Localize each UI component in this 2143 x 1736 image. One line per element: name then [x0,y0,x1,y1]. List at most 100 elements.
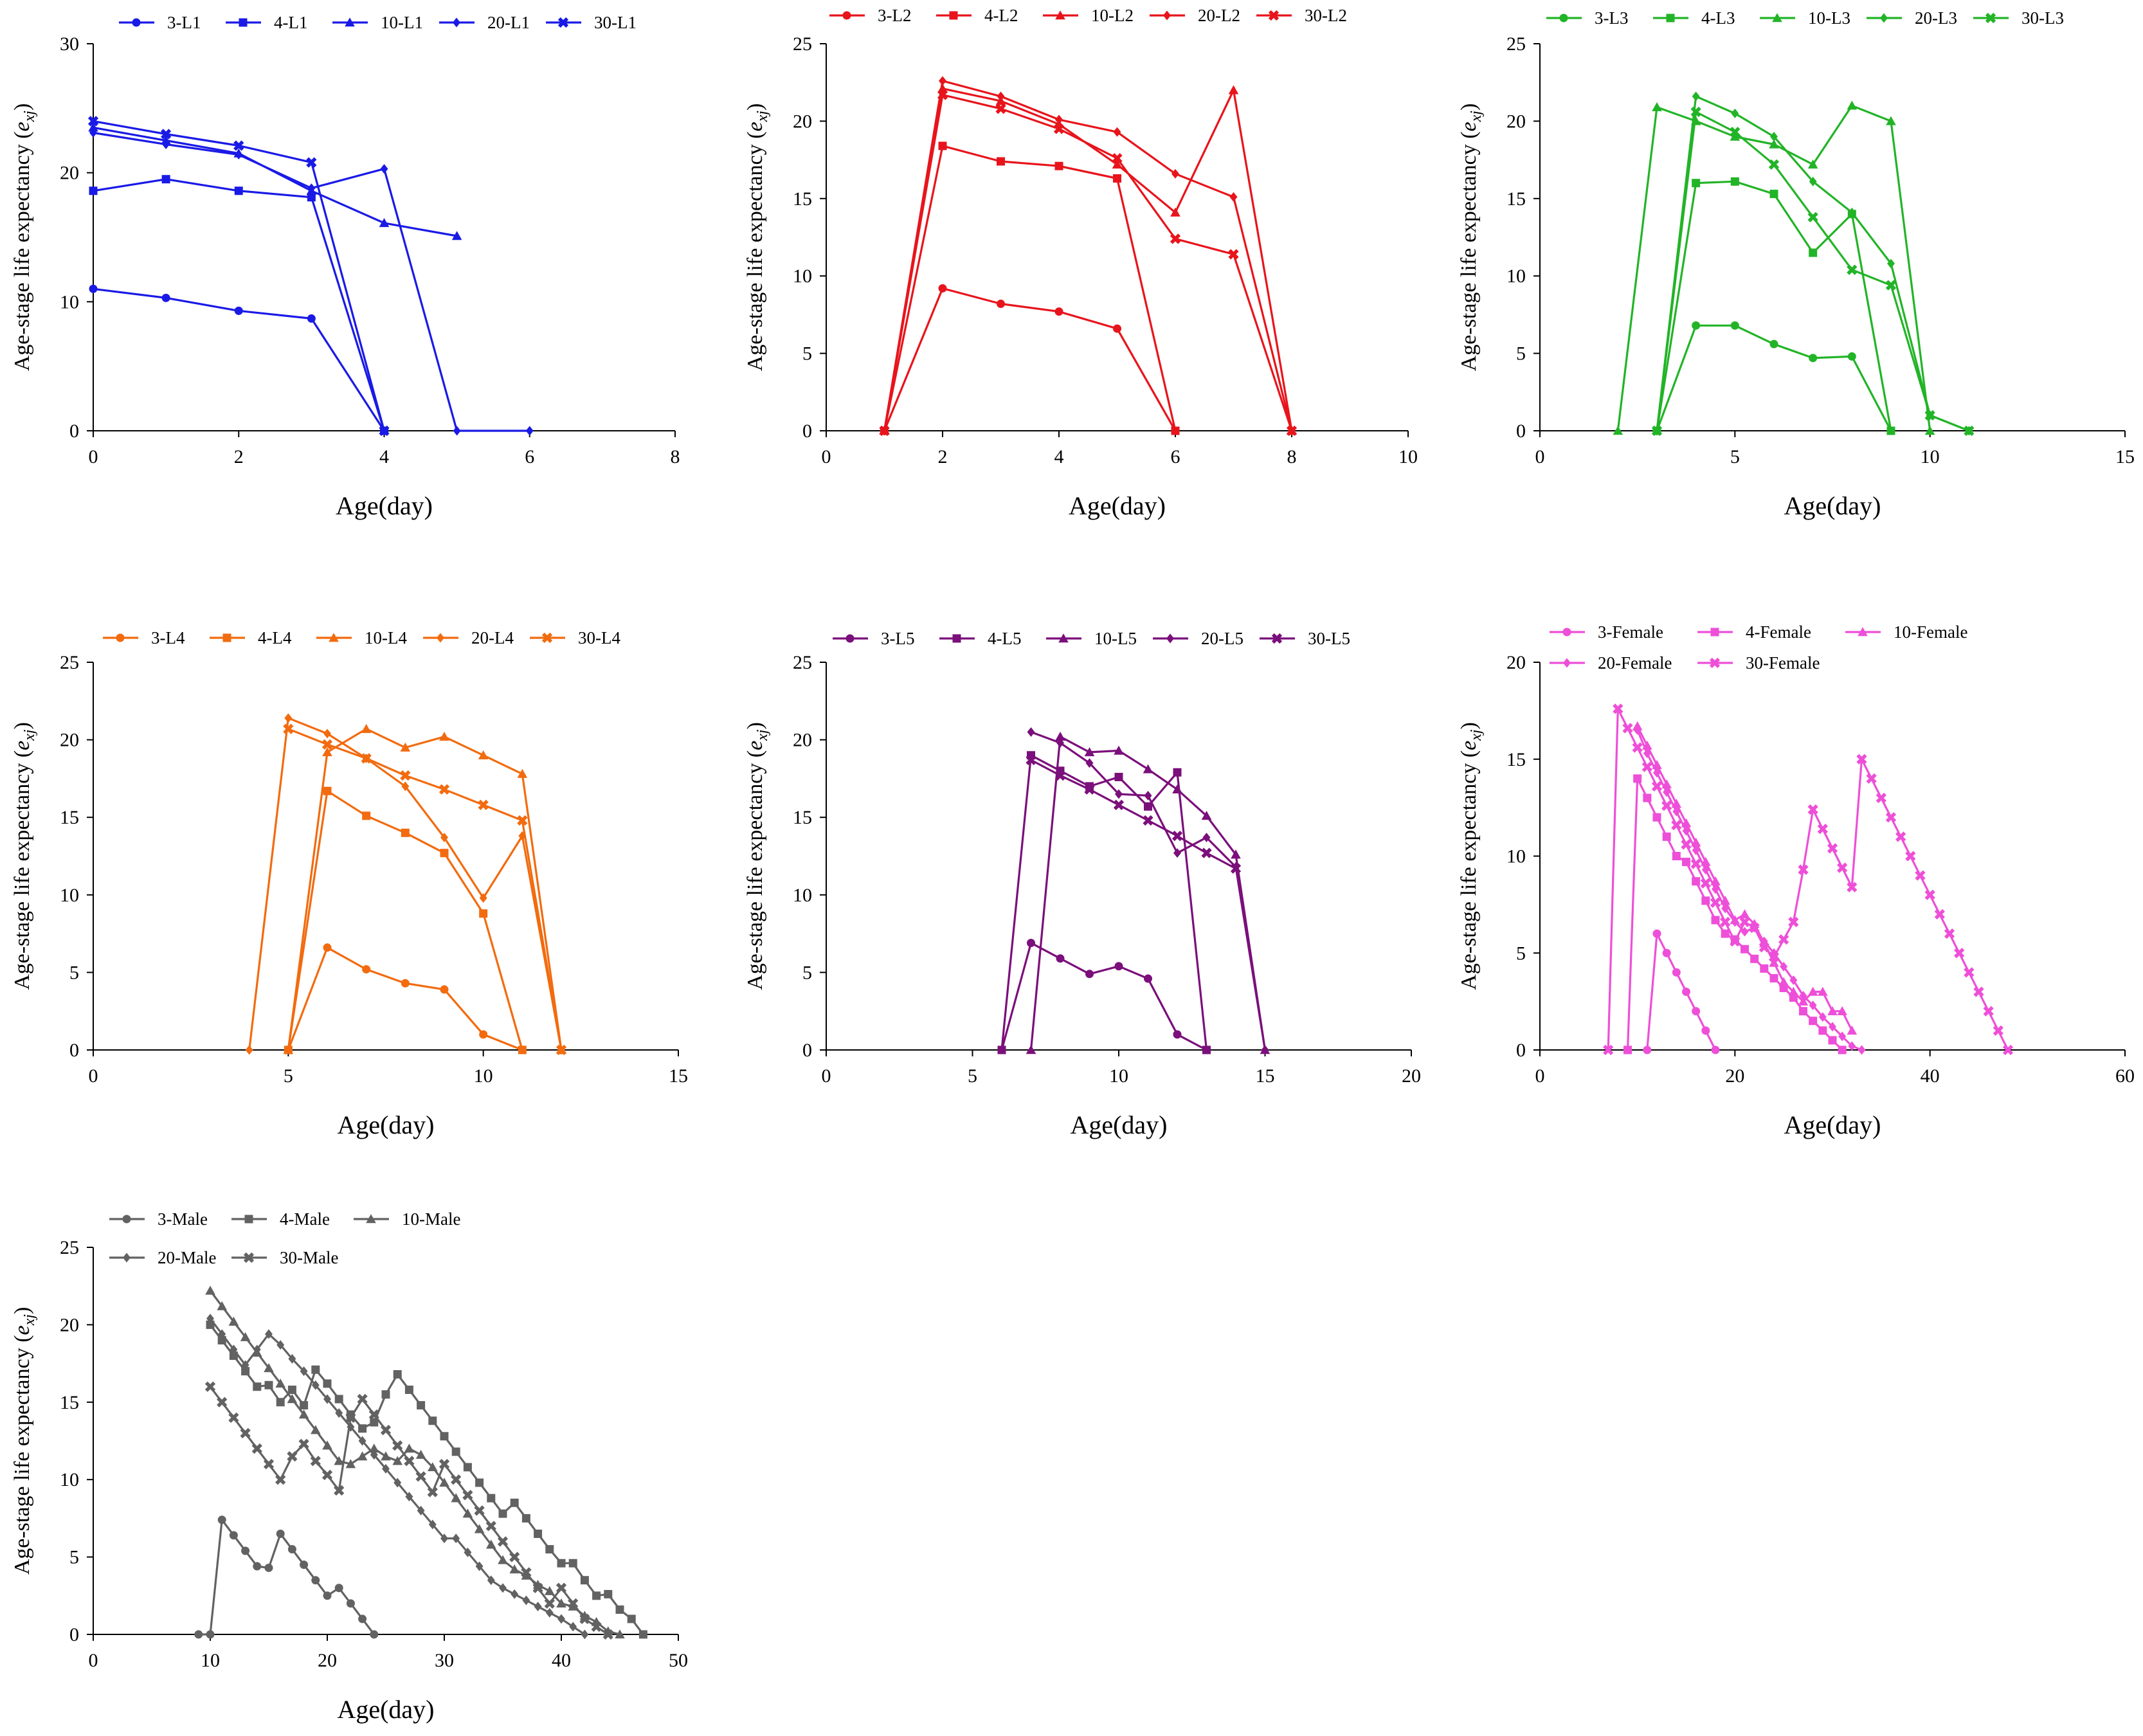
data-point [1643,748,1651,759]
data-point [1964,425,1975,437]
data-point [1973,986,1984,997]
x-tick-label: 4 [379,446,389,467]
data-point [401,828,410,837]
data-point [498,1509,507,1518]
data-point [1663,787,1671,797]
y-tick-label: 10 [60,1469,79,1490]
series-line [883,287,1177,431]
data-point [1847,1026,1858,1035]
data-point [463,1463,472,1472]
data-point [1112,159,1123,169]
data-point [1886,426,1895,435]
data-point [1230,863,1242,874]
data-point [1700,878,1711,889]
data-point [1672,806,1681,817]
data-point [428,1519,437,1530]
data-point [368,1409,379,1420]
data-point [525,426,534,436]
series-4-Female [1623,774,1847,1054]
data-point [440,1533,448,1544]
data-point [334,1485,345,1496]
x-tick-label: 5 [1730,446,1740,467]
x-tick-label: 20 [318,1650,337,1671]
data-point [1768,159,1780,170]
data-point [1721,929,1730,938]
legend-marker [1562,628,1571,637]
data-point [1672,852,1681,860]
x-tick-label: 10 [201,1650,220,1671]
data-point [1731,917,1739,927]
data-point [1731,108,1739,118]
data-point [358,1436,366,1446]
legend-label: 3-L2 [878,6,911,25]
data-point [1749,922,1760,934]
x-tick-label: 30 [435,1650,454,1671]
y-tick-label: 25 [60,1237,79,1258]
data-point [545,1607,554,1618]
data-point [451,1474,462,1485]
data-point [240,1427,251,1439]
legend-label: 10-Female [1894,622,1967,642]
data-point [1056,737,1064,748]
legend-label: 20-L2 [1198,6,1240,25]
y-tick-label: 15 [1506,188,1526,210]
data-point [569,1622,577,1632]
data-point [1229,192,1238,202]
data-point [1171,168,1179,179]
legend-label: 30-L1 [594,13,637,32]
data-point [1701,896,1710,905]
x-tick-label: 8 [671,446,680,467]
y-tick-label: 20 [1506,111,1526,132]
data-point [283,1045,294,1054]
legend: 3-L1 4-L1 10-L1 20-L1 30-L1 [119,13,637,32]
data-point [400,770,411,781]
data-point [1847,100,1858,110]
data-point [427,1487,438,1497]
legend-marker [123,1252,131,1263]
data-point [1671,820,1682,831]
data-point [1887,258,1895,269]
data-point [1769,973,1778,982]
data-point [879,425,890,437]
data-point [1838,1031,1847,1042]
data-point [1809,354,1818,363]
series-10-Female [1632,721,1858,1035]
data-point [997,157,1005,166]
series-3-L5 [997,939,1211,1054]
series-line [1656,95,1969,432]
data-point [1809,176,1817,186]
y-tick-label: 10 [793,266,812,287]
data-point [323,1591,332,1600]
legend-marker [1710,628,1719,637]
data-point [400,742,411,752]
data-point [382,1463,390,1474]
data-point [579,1613,590,1625]
data-point [245,1045,253,1055]
legend: 3-Male 4-Male 10-Male 20-Male 30-Male [109,1209,460,1267]
legend-label: 30-L5 [1308,629,1350,648]
legend-label: 10-L4 [365,628,407,647]
data-point [1054,770,1066,781]
x-tick-label: 20 [1402,1065,1421,1087]
data-point [1798,996,1809,1006]
data-point [1730,177,1739,186]
y-tick-label: 10 [1506,266,1526,287]
data-point [235,150,243,160]
data-point [1739,909,1750,919]
data-point [1885,280,1897,291]
data-point [1701,865,1710,875]
data-point [204,1381,216,1392]
series-30-L3 [1651,106,1975,437]
data-point [311,1425,321,1434]
series-line [883,80,1293,431]
data-point [1692,1007,1701,1016]
data-point [1924,410,1935,421]
data-point [1682,826,1690,836]
x-tick-label: 5 [284,1065,293,1087]
data-point [380,1425,392,1436]
y-axis-title: Age-stage life expectancy (exj) [10,104,38,372]
data-point [1114,745,1124,755]
legend-marker [345,17,355,27]
x-axis-title: Age(day) [1784,1110,1881,1139]
data-point [1720,916,1731,928]
